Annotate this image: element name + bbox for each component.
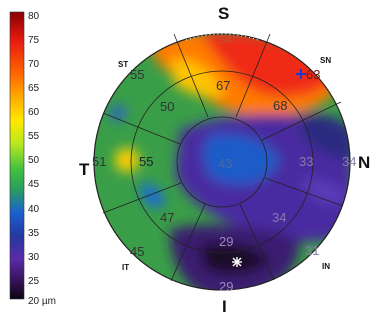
quadrant-nasal-label: N (358, 153, 371, 172)
value-superotemporal-outer: 55 (130, 67, 145, 82)
colorbar (9, 11, 25, 300)
tick-35: 35 (28, 228, 40, 239)
sector-sn-label: SN (320, 56, 332, 65)
value-superonasal-inner: 68 (273, 98, 288, 113)
sector-it-label: IT (122, 263, 130, 272)
tick-25: 25 (28, 276, 40, 287)
sector-grid (93, 33, 351, 291)
quadrant-superior-label: S (218, 4, 230, 23)
value-inferonasal-outer: 31 (305, 243, 320, 258)
tick-45: 45 (28, 179, 40, 190)
tick-40: 40 (28, 204, 40, 215)
quadrant-temporal-label: T (79, 160, 90, 179)
tick-80: 80 (28, 11, 40, 22)
value-inferonasal-inner: 34 (272, 210, 287, 225)
value-inferotemporal-outer: 45 (130, 244, 145, 259)
value-superior-inner: 67 (216, 78, 231, 93)
superior-arc (185, 33, 259, 41)
tick-60: 60 (28, 107, 40, 118)
colorbar-unit: µm (41, 296, 56, 307)
tick-55: 55 (28, 131, 40, 142)
value-inferior-inner: 29 (219, 234, 234, 249)
tick-50: 50 (28, 155, 40, 166)
tick-65: 65 (28, 83, 40, 94)
thickness-map (94, 34, 350, 290)
value-inferior-outer: 29 (219, 279, 234, 294)
value-nasal-inner: 33 (299, 154, 314, 169)
tick-20: 20 µm (28, 297, 56, 307)
sn-marker (296, 69, 306, 79)
sector-st-label: ST (118, 60, 129, 69)
value-temporal-inner: 55 (139, 154, 154, 169)
tick-75: 75 (28, 35, 40, 46)
tick-20-value: 20 (28, 296, 40, 307)
value-superonasal-outer: 63 (306, 67, 321, 82)
value-superotemporal-inner: 50 (160, 99, 175, 114)
value-temporal-outer: 51 (92, 154, 107, 169)
sector-in-label: IN (322, 262, 330, 271)
tick-30: 30 (28, 252, 40, 263)
tick-70: 70 (28, 59, 40, 70)
value-inferotemporal-inner: 47 (160, 210, 175, 225)
quadrant-inferior-label: I (222, 297, 227, 316)
value-center: 43 (218, 156, 233, 171)
value-nasal-outer: 34 (342, 154, 357, 169)
value-superior-outer: 64 (218, 32, 233, 47)
fovea-marker (232, 257, 242, 267)
